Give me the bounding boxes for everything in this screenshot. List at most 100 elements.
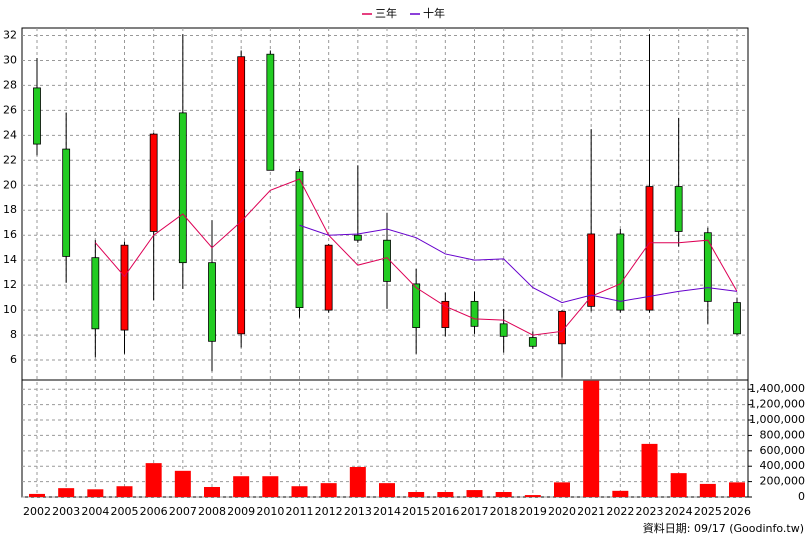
x-tick-label: 2015: [402, 505, 430, 518]
y-tick-label: 8: [10, 328, 17, 341]
x-tick-label: 2021: [577, 505, 605, 518]
candle-body: [499, 323, 508, 337]
volume-bar: [320, 483, 337, 497]
candle-body: [558, 310, 566, 345]
y-tick-label: 16: [3, 228, 17, 241]
volume-bar: [87, 489, 104, 497]
candle-body: [616, 233, 625, 311]
y-tick-label: 18: [3, 203, 17, 216]
x-tick-label: 2014: [373, 505, 401, 518]
x-tick-label: 2016: [431, 505, 459, 518]
volume-bar: [58, 488, 75, 497]
x-tick-label: 2022: [606, 505, 634, 518]
candle-body: [120, 244, 129, 331]
y-tick-label: 10: [3, 303, 17, 316]
candle-body: [324, 244, 333, 311]
x-tick-label: 2010: [256, 505, 284, 518]
y-tick-label: 24: [3, 128, 17, 141]
x-tick-label: 2017: [461, 505, 489, 518]
candle-body: [703, 232, 712, 302]
volume-bar: [466, 490, 483, 497]
volume-bar: [583, 380, 600, 497]
volume-bar: [408, 491, 425, 497]
x-tick-label: 2002: [23, 505, 51, 518]
volume-bar: [116, 486, 133, 497]
volume-bar: [670, 473, 687, 497]
x-tick-label: 2003: [52, 505, 80, 518]
volume-bar: [699, 483, 716, 497]
y-tick-label: 30: [3, 53, 17, 66]
source: 資料日期: 09/17 (Goodinfo.tw): [643, 521, 804, 535]
x-tick-label: 2013: [344, 505, 372, 518]
candle-body: [645, 186, 654, 311]
x-tick-label: 2018: [490, 505, 518, 518]
y2-tick-label: 1,400,000: [749, 382, 805, 395]
x-tick-label: 2011: [286, 505, 314, 518]
y2-tick-label: 200,000: [760, 475, 806, 488]
x-tick-label: 2009: [227, 505, 255, 518]
volume-bar: [349, 466, 366, 497]
candle-body: [674, 186, 683, 232]
y2-tick-label: 0: [798, 490, 805, 503]
y-tick-label: 12: [3, 278, 17, 291]
volume-bar: [233, 476, 250, 497]
volume-bar: [729, 482, 745, 497]
volume-bar: [174, 470, 191, 497]
x-tick-label: 2026: [723, 505, 751, 518]
volume-bar: [437, 491, 454, 497]
y-tick-label: 6: [10, 353, 17, 366]
volume-bar: [495, 491, 512, 497]
candle-body: [33, 87, 41, 145]
y2-tick-label: 800,000: [760, 428, 806, 441]
y-tick-label: 26: [3, 103, 17, 116]
volume-bar: [145, 463, 162, 497]
y-tick-label: 22: [3, 153, 17, 166]
volume-bar: [262, 476, 279, 497]
candle-body: [149, 133, 158, 232]
line-series: [94, 178, 738, 336]
volume-bar: [291, 486, 308, 497]
y2-tick-label: 600,000: [760, 444, 806, 457]
x-tick-label: 2004: [81, 505, 109, 518]
y2-tick-label: 1,000,000: [749, 413, 805, 426]
y-tick-label: 20: [3, 178, 17, 191]
candle-body: [733, 302, 741, 335]
candle-body: [178, 112, 187, 264]
candle-body: [91, 257, 100, 330]
candle-body: [237, 56, 246, 335]
y-tick-label: 28: [3, 78, 17, 91]
legend-label: 十年: [423, 6, 445, 20]
legend-label: 三年: [375, 6, 397, 20]
candle-body: [295, 171, 304, 309]
y-tick-label: 14: [3, 253, 17, 266]
x-tick-label: 2025: [694, 505, 722, 518]
x-tick-label: 2019: [519, 505, 547, 518]
candle-body: [412, 283, 421, 328]
volume-bar: [612, 490, 629, 497]
x-tick-label: 2005: [111, 505, 139, 518]
volume-bar: [29, 493, 45, 497]
y2-tick-label: 1,200,000: [749, 398, 805, 411]
volume-bar: [524, 495, 541, 497]
candle-body: [441, 300, 450, 328]
candle-body: [587, 233, 596, 307]
candle-body: [62, 148, 71, 257]
candle-body: [353, 234, 362, 241]
candle-body: [208, 262, 216, 342]
x-tick-label: 2012: [315, 505, 343, 518]
volume-bar: [641, 443, 658, 497]
candle-body: [266, 53, 275, 171]
x-tick-label: 2024: [665, 505, 693, 518]
candle-body: [528, 337, 537, 347]
x-tick-label: 2007: [169, 505, 197, 518]
y2-tick-label: 400,000: [760, 459, 806, 472]
x-tick-label: 2008: [198, 505, 226, 518]
x-tick-label: 2020: [548, 505, 576, 518]
y-tick-label: 32: [3, 28, 17, 41]
volume-bar: [379, 483, 395, 497]
line-series: [299, 224, 738, 304]
x-tick-label: 2006: [140, 505, 168, 518]
x-tick-label: 2023: [636, 505, 664, 518]
volume-bar: [204, 486, 220, 497]
